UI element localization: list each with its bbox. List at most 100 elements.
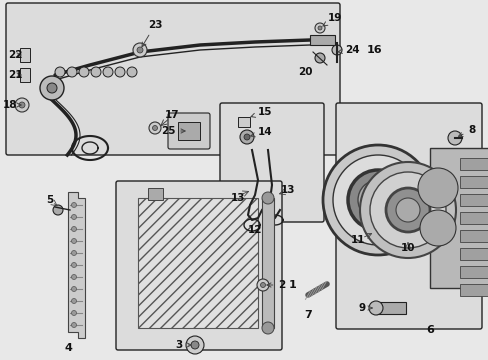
Circle shape — [347, 170, 407, 230]
Text: 6: 6 — [425, 325, 433, 335]
Circle shape — [40, 76, 64, 100]
Text: 25: 25 — [161, 126, 185, 136]
Bar — [138, 198, 258, 328]
Circle shape — [257, 279, 268, 291]
Circle shape — [71, 298, 76, 303]
Circle shape — [262, 192, 273, 204]
Bar — [459, 248, 488, 260]
Circle shape — [314, 53, 325, 63]
Circle shape — [71, 215, 76, 220]
Circle shape — [385, 188, 429, 232]
FancyBboxPatch shape — [116, 181, 282, 350]
Bar — [178, 122, 200, 140]
Circle shape — [127, 67, 137, 77]
FancyBboxPatch shape — [335, 103, 481, 329]
Text: 16: 16 — [366, 45, 382, 55]
Circle shape — [71, 251, 76, 256]
Circle shape — [71, 202, 76, 207]
Bar — [459, 176, 488, 188]
Circle shape — [149, 122, 161, 134]
Circle shape — [262, 322, 273, 334]
FancyBboxPatch shape — [168, 113, 209, 149]
Circle shape — [331, 45, 341, 55]
Circle shape — [67, 67, 77, 77]
Text: 12: 12 — [247, 225, 262, 235]
Circle shape — [71, 310, 76, 315]
Circle shape — [332, 155, 422, 245]
Text: 20: 20 — [297, 67, 312, 77]
Circle shape — [79, 67, 89, 77]
Circle shape — [91, 67, 101, 77]
Circle shape — [359, 162, 455, 258]
Bar — [20, 48, 30, 62]
Circle shape — [71, 238, 76, 243]
Text: 8: 8 — [458, 125, 475, 136]
Text: 15: 15 — [250, 107, 272, 117]
Bar — [459, 212, 488, 224]
Bar — [459, 158, 488, 170]
Text: 13: 13 — [230, 193, 245, 203]
Circle shape — [71, 262, 76, 267]
Text: 17: 17 — [164, 110, 179, 120]
Circle shape — [191, 341, 199, 349]
Circle shape — [419, 210, 455, 246]
Text: 9: 9 — [358, 303, 371, 313]
Text: 1: 1 — [288, 280, 296, 290]
Circle shape — [15, 98, 29, 112]
Text: 11: 11 — [350, 235, 365, 245]
Circle shape — [71, 274, 76, 279]
Circle shape — [115, 67, 125, 77]
Circle shape — [55, 67, 65, 77]
Circle shape — [244, 134, 249, 140]
Bar — [238, 117, 249, 127]
Circle shape — [53, 205, 63, 215]
Text: 2: 2 — [266, 280, 285, 290]
Circle shape — [314, 23, 325, 33]
Text: 14: 14 — [250, 127, 272, 137]
Circle shape — [71, 323, 76, 328]
Circle shape — [133, 43, 147, 57]
Text: 3: 3 — [175, 340, 191, 350]
Bar — [262, 198, 273, 328]
Bar — [429, 148, 488, 288]
Text: 22: 22 — [8, 50, 22, 60]
FancyBboxPatch shape — [6, 3, 339, 155]
FancyBboxPatch shape — [220, 103, 324, 222]
Circle shape — [317, 26, 321, 30]
Circle shape — [19, 102, 25, 108]
Bar — [459, 284, 488, 296]
Text: 5: 5 — [46, 195, 54, 205]
Text: 24: 24 — [337, 45, 359, 55]
Circle shape — [323, 145, 432, 255]
Circle shape — [71, 287, 76, 292]
Circle shape — [152, 126, 157, 130]
Polygon shape — [68, 192, 85, 338]
Circle shape — [369, 192, 385, 208]
Bar — [309, 35, 334, 45]
Circle shape — [417, 168, 457, 208]
Circle shape — [447, 131, 461, 145]
Text: 21: 21 — [8, 70, 22, 80]
Bar — [20, 68, 30, 82]
Circle shape — [71, 226, 76, 231]
Circle shape — [137, 47, 142, 53]
Bar — [375, 302, 405, 314]
Circle shape — [369, 172, 445, 248]
Bar — [148, 188, 163, 200]
Circle shape — [240, 130, 253, 144]
Bar — [459, 194, 488, 206]
Text: 13: 13 — [280, 185, 295, 195]
Circle shape — [103, 67, 113, 77]
Text: 10: 10 — [400, 243, 414, 253]
Text: 4: 4 — [64, 343, 72, 353]
Bar — [459, 266, 488, 278]
Circle shape — [357, 180, 397, 220]
Circle shape — [260, 283, 265, 288]
Text: 7: 7 — [304, 310, 311, 320]
Circle shape — [368, 301, 382, 315]
Text: 23: 23 — [142, 20, 162, 47]
Text: 18: 18 — [3, 100, 21, 110]
Circle shape — [47, 83, 57, 93]
Text: 19: 19 — [322, 13, 342, 26]
Circle shape — [185, 336, 203, 354]
